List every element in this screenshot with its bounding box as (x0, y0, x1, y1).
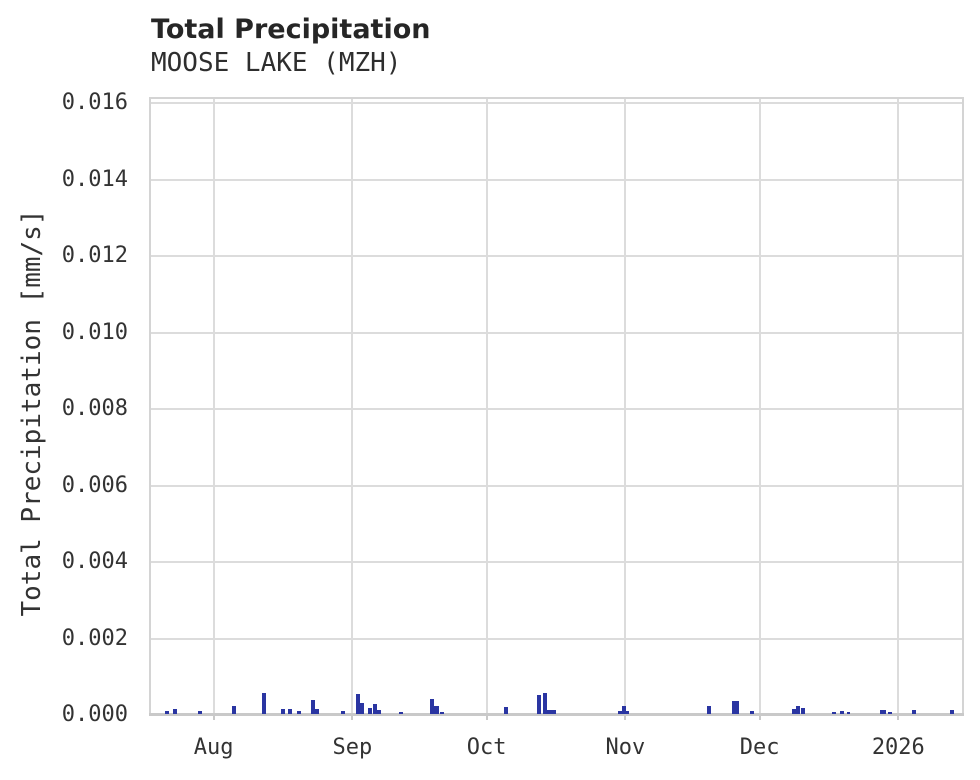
x-gridline (212, 99, 215, 715)
precip-bar (840, 711, 845, 714)
precip-bar (796, 706, 801, 714)
precip-bar (847, 712, 851, 714)
precip-bar (359, 703, 364, 714)
precip-bar (542, 693, 547, 714)
x-tick-label: 2026 (871, 735, 925, 760)
precip-bar (750, 711, 755, 714)
y-gridline (151, 408, 962, 410)
y-gridline (151, 484, 962, 487)
y-tick-label: 0.014 (61, 166, 128, 192)
precip-bar (314, 709, 319, 714)
y-gridline (151, 178, 962, 181)
x-tick-mark (351, 716, 354, 720)
x-tick-mark (485, 716, 488, 720)
precip-bar (355, 694, 360, 714)
precip-bar (950, 710, 955, 714)
x-gridline (897, 99, 900, 715)
plot-border-right (962, 97, 964, 715)
precip-bar (536, 695, 541, 714)
x-tick-label: Dec (739, 735, 780, 760)
x-gridline (624, 99, 627, 715)
precip-bar (888, 712, 893, 714)
precip-bar (792, 709, 797, 714)
y-tick-label: 0.002 (61, 625, 128, 651)
y-tick-label: 0.016 (61, 90, 128, 115)
precip-bar (880, 710, 886, 714)
y-gridline (151, 331, 962, 334)
precip-bar (310, 700, 315, 714)
y-tick-label: 0.000 (61, 702, 128, 727)
x-tick-label: Oct (466, 735, 507, 760)
precip-bar (439, 712, 444, 714)
precip-bar (621, 706, 626, 714)
precip-bar (625, 711, 630, 714)
precip-bar (173, 709, 178, 714)
precip-bar (261, 693, 266, 714)
precip-bar (399, 712, 404, 714)
precip-bar (617, 711, 622, 714)
y-tick-label: 0.008 (61, 396, 128, 421)
x-tick-mark (758, 716, 761, 720)
precip-bar (911, 710, 916, 714)
x-tick-label: Aug (193, 735, 234, 760)
x-tick-label: Sep (332, 735, 373, 760)
x-tick-mark (624, 716, 627, 720)
plot-border-top (149, 97, 964, 99)
x-gridline (485, 99, 488, 715)
y-tick-label: 0.010 (61, 319, 128, 345)
y-gridline (151, 561, 962, 563)
precip-bar (707, 706, 712, 714)
y-gridline (151, 637, 962, 640)
precip-bar (164, 711, 169, 714)
precip-bar (503, 707, 508, 714)
chart-title: Total Precipitation (151, 14, 431, 45)
precip-bar (197, 711, 202, 714)
precip-bar (831, 712, 836, 714)
y-tick-label: 0.006 (61, 472, 128, 498)
precip-bar (377, 710, 382, 714)
precip-bar (800, 708, 805, 714)
precip-bar (231, 706, 236, 714)
precip-bar (287, 709, 292, 714)
x-tick-label: Nov (605, 735, 646, 760)
precip-bar (373, 704, 378, 714)
precip-bar (280, 709, 285, 714)
x-gridline (351, 99, 354, 715)
x-tick-mark (897, 716, 900, 720)
chart-subtitle: MOOSE LAKE (MZH) (151, 48, 402, 78)
y-tick-label: 0.004 (61, 549, 128, 574)
y-gridline (151, 102, 962, 104)
x-axis-line (149, 713, 964, 716)
precip-bar (430, 699, 435, 714)
y-tick-label: 0.012 (61, 243, 128, 268)
precip-bar (367, 708, 372, 714)
precip-bar (732, 701, 739, 714)
precip-bar (546, 710, 556, 714)
x-tick-mark (212, 716, 215, 720)
precip-bar (297, 711, 302, 714)
x-gridline (758, 99, 761, 715)
plot-border-left (149, 97, 151, 715)
y-gridline (151, 255, 962, 257)
precip-bar (434, 706, 439, 714)
precip-bar (341, 711, 346, 714)
